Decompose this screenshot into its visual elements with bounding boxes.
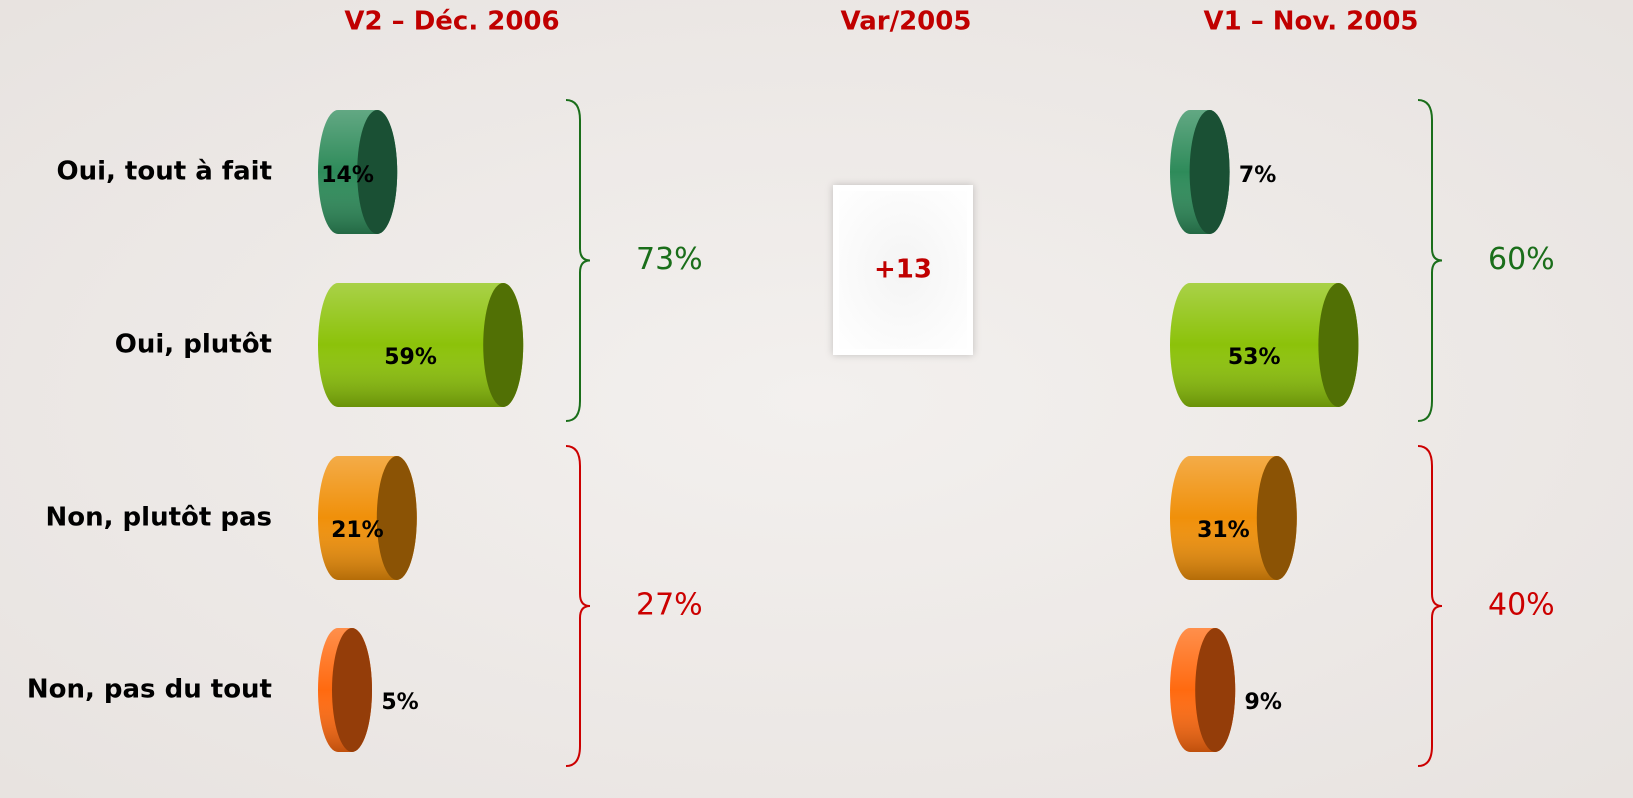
bar-cap-shade: [1318, 283, 1359, 407]
bar-cap-shade: [376, 456, 417, 580]
group-brace: [565, 445, 591, 767]
bar-shade: [318, 283, 524, 407]
value-label: 14%: [321, 163, 374, 188]
bar-cap-shade: [1189, 110, 1230, 234]
category-label: Non, plutôt pas: [46, 503, 273, 533]
value-label: 59%: [384, 345, 437, 370]
value-label: 21%: [331, 518, 384, 543]
chart-title: V2 – Déc. 2006: [344, 7, 559, 37]
value-label: 31%: [1197, 518, 1250, 543]
bar-cap-shade: [332, 628, 372, 752]
value-label: 53%: [1228, 345, 1281, 370]
group-total: 27%: [636, 588, 703, 623]
chart-title: V1 – Nov. 2005: [1203, 7, 1418, 37]
category-label: Non, pas du tout: [27, 675, 272, 705]
category-label: Oui, tout à fait: [56, 157, 272, 187]
group-total: 40%: [1488, 588, 1555, 623]
group-total: 73%: [636, 242, 703, 277]
variation-box: [833, 185, 973, 355]
bar-cap: [1189, 110, 1230, 234]
bar-cap-shade: [357, 110, 398, 234]
bar-cap-shade: [1195, 628, 1236, 752]
value-label: 7%: [1239, 163, 1276, 188]
value-label: 5%: [381, 690, 418, 715]
bar-cap: [357, 110, 398, 234]
bar-cap: [1318, 283, 1359, 407]
bar-cap: [483, 283, 524, 407]
value-label: 9%: [1245, 690, 1282, 715]
group-total: 60%: [1488, 242, 1555, 277]
variation-title: Var/2005: [841, 7, 972, 37]
bar-cap: [1195, 628, 1236, 752]
bar-cap: [332, 628, 372, 752]
bar-cap: [1256, 456, 1297, 580]
category-label: Oui, plutôt: [115, 330, 272, 360]
bar-cap: [376, 456, 417, 580]
bar-cap-shade: [1256, 456, 1297, 580]
group-brace: [1417, 445, 1443, 767]
group-brace: [565, 99, 591, 422]
bar-shade: [1170, 283, 1359, 407]
variation-value: +13: [874, 255, 932, 285]
group-brace: [1417, 99, 1443, 422]
bar-cap-shade: [483, 283, 524, 407]
